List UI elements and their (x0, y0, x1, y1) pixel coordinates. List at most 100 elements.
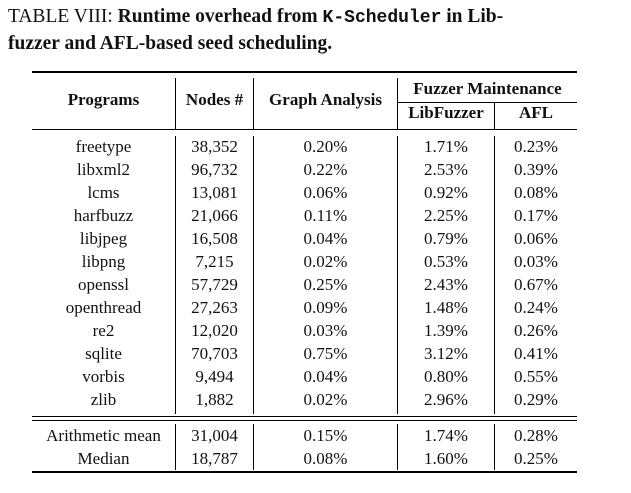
cell-nodes: 31,004 (191, 426, 238, 445)
table-caption: TABLE VIII: Runtime overhead from K-Sche… (8, 4, 620, 57)
cell-afl: 0.25% (514, 449, 558, 468)
cell-libfuzzer: 0.80% (424, 367, 468, 386)
cell-afl: 0.41% (514, 344, 558, 363)
cell-libfuzzer: 3.12% (424, 344, 468, 363)
vline-header-4 (494, 102, 495, 130)
cell-afl: 0.24% (514, 298, 558, 317)
cell-program: Median (77, 449, 130, 468)
summary-top-rule-1 (32, 416, 577, 417)
cell-program: lcms (87, 183, 120, 202)
cell-program: openssl (78, 275, 129, 294)
cell-graph-analysis: 0.22% (303, 160, 348, 179)
cell-program: libxml2 (77, 160, 130, 179)
cell-libfuzzer: 2.43% (424, 275, 468, 294)
cell-libfuzzer: 2.25% (424, 206, 468, 225)
caption-title-code: K-Scheduler (322, 8, 442, 28)
cell-graph-analysis: 0.03% (303, 321, 348, 340)
cell-afl: 0.08% (514, 183, 558, 202)
cell-nodes: 57,729 (191, 275, 238, 294)
cell-libfuzzer: 1.74% (424, 426, 468, 445)
cell-afl: 0.55% (514, 367, 558, 386)
cell-graph-analysis: 0.02% (303, 252, 348, 271)
cell-nodes: 13,081 (191, 183, 238, 202)
cell-program: sqlite (85, 344, 122, 363)
vline-header-3 (397, 78, 398, 130)
cell-program: libpng (81, 252, 126, 271)
cell-libfuzzer: 0.53% (424, 252, 468, 271)
caption-title-post: in Lib- (446, 6, 504, 27)
vline-summary-3 (397, 424, 398, 470)
cell-afl: 0.28% (514, 426, 558, 445)
cell-graph-analysis: 0.11% (303, 206, 348, 225)
header-programs: Programs (67, 90, 140, 109)
cell-graph-analysis: 0.04% (303, 229, 348, 248)
cell-program: Arithmetic mean (46, 426, 161, 445)
table-bottom-rule (32, 471, 577, 473)
cell-program: harfbuzz (73, 206, 134, 225)
vline-body-2 (253, 136, 254, 414)
cell-graph-analysis: 0.20% (303, 137, 348, 156)
cell-libfuzzer: 0.92% (424, 183, 468, 202)
cell-program: zlib (90, 390, 117, 409)
cell-libfuzzer: 1.39% (424, 321, 468, 340)
header-bottom-rule (32, 129, 577, 130)
cell-graph-analysis: 0.75% (303, 344, 348, 363)
cell-program: freetype (75, 137, 132, 156)
cell-afl: 0.06% (514, 229, 558, 248)
vline-summary-2 (253, 424, 254, 470)
cell-graph-analysis: 0.25% (303, 275, 348, 294)
cell-afl: 0.23% (514, 137, 558, 156)
cell-program: openthread (65, 298, 142, 317)
cell-nodes: 38,352 (191, 137, 238, 156)
cell-nodes: 16,508 (191, 229, 238, 248)
cell-afl: 0.39% (514, 160, 558, 179)
cell-nodes: 96,732 (191, 160, 238, 179)
cell-nodes: 12,020 (191, 321, 238, 340)
cell-afl: 0.17% (514, 206, 558, 225)
header-afl: AFL (519, 103, 553, 122)
vline-summary-4 (494, 424, 495, 470)
cell-libfuzzer: 2.53% (424, 160, 468, 179)
cell-afl: 0.26% (514, 321, 558, 340)
cell-libfuzzer: 1.48% (424, 298, 468, 317)
cell-libfuzzer: 1.71% (424, 137, 468, 156)
cell-graph-analysis: 0.15% (303, 426, 348, 445)
cell-afl: 0.03% (514, 252, 558, 271)
vline-summary-1 (175, 424, 176, 470)
cell-graph-analysis: 0.06% (303, 183, 348, 202)
caption-title-pre: Runtime overhead from (117, 6, 318, 27)
fuzzer-group-rule (398, 102, 577, 103)
cell-graph-analysis: 0.08% (303, 449, 348, 468)
vline-body-1 (175, 136, 176, 414)
cell-libfuzzer: 0.79% (424, 229, 468, 248)
summary-top-rule-2 (32, 420, 577, 421)
header-graph-analysis: Graph Analysis (269, 90, 382, 109)
vline-header-1 (175, 78, 176, 130)
caption-label: TABLE VIII: (8, 6, 113, 27)
cell-program: vorbis (82, 367, 125, 386)
cell-nodes: 18,787 (191, 449, 238, 468)
vline-body-4 (494, 136, 495, 414)
cell-libfuzzer: 2.96% (424, 390, 468, 409)
cell-afl: 0.29% (514, 390, 558, 409)
cell-graph-analysis: 0.04% (303, 367, 348, 386)
caption-line-2: fuzzer and AFL-based seed scheduling. (8, 33, 333, 54)
cell-nodes: 27,263 (191, 298, 238, 317)
cell-graph-analysis: 0.02% (303, 390, 348, 409)
cell-graph-analysis: 0.09% (303, 298, 348, 317)
cell-afl: 0.67% (514, 275, 558, 294)
vline-body-3 (397, 136, 398, 414)
cell-nodes: 1,882 (195, 390, 234, 409)
table-top-rule (32, 71, 577, 73)
cell-nodes: 7,215 (195, 252, 234, 271)
cell-nodes: 70,703 (191, 344, 238, 363)
header-nodes: Nodes # (185, 90, 244, 109)
header-fuzzer-maintenance: Fuzzer Maintenance (413, 79, 562, 98)
vline-header-2 (253, 78, 254, 130)
cell-libfuzzer: 1.60% (424, 449, 468, 468)
cell-nodes: 9,494 (195, 367, 234, 386)
cell-program: libjpeg (79, 229, 128, 248)
header-libfuzzer: LibFuzzer (408, 103, 484, 122)
cell-nodes: 21,066 (191, 206, 238, 225)
cell-program: re2 (92, 321, 115, 340)
